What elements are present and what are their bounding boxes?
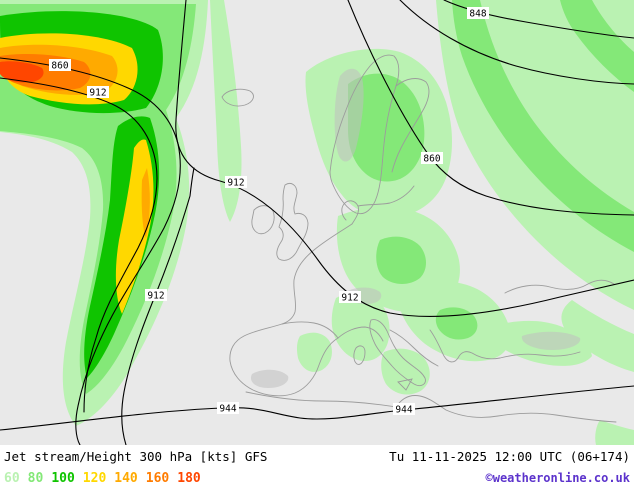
legend-value: 100 — [51, 471, 75, 486]
contour-label-layer: 860 912 848 860 912 912 912 944 944 — [49, 7, 489, 416]
contour-label: 912 — [339, 291, 361, 304]
legend-value: 180 — [177, 471, 201, 486]
map-footer: Jet stream/Height 300 hPa [kts] GFS Tu 1… — [0, 445, 634, 490]
terrain-layer — [250, 68, 581, 388]
coastline-britain — [276, 182, 309, 261]
terrain-anatolia — [521, 331, 581, 350]
run-datetime: Tu 11-11-2025 12:00 UTC (06+174) — [389, 449, 630, 464]
jet-area-80-greece — [435, 307, 478, 340]
map-canvas: 860 912 848 860 912 912 912 944 944 — [0, 0, 634, 445]
contour-label: 912 — [145, 289, 167, 302]
coastline-greece — [429, 329, 501, 363]
jet-stream-map: 860 912 848 860 912 912 912 944 944 — [0, 0, 634, 445]
jet-area-60-tunisia — [381, 348, 430, 395]
coastline-italy — [369, 319, 426, 387]
contour-860-west — [0, 57, 181, 445]
legend-value: 160 — [145, 471, 170, 486]
contour-label: 944 — [393, 403, 415, 416]
coastline-ireland — [251, 205, 275, 235]
coastline-adriatic — [389, 329, 439, 367]
svg-text:912: 912 — [89, 88, 106, 99]
terrain-atlas — [250, 369, 289, 388]
contour-label: 912 — [87, 86, 109, 99]
svg-text:860: 860 — [51, 61, 68, 72]
contour-label: 848 — [467, 7, 489, 20]
svg-text:848: 848 — [469, 9, 486, 20]
contour-label: 860 — [421, 152, 443, 165]
jet-area-80-east-streak2 — [560, 0, 634, 92]
contour-label: 912 — [225, 176, 247, 189]
coastline-scandinavia — [329, 54, 400, 215]
contour-label: 860 — [49, 59, 71, 72]
jet-area-180-core — [0, 61, 44, 83]
coastline-black-sea — [504, 279, 615, 294]
coastline-france-west — [281, 223, 353, 325]
coastline-baltic-south — [357, 185, 415, 207]
svg-text:912: 912 — [147, 291, 164, 302]
jet-area-80-east-streak1 — [452, 0, 634, 252]
svg-text:944: 944 — [219, 404, 236, 415]
coastline-denmark — [341, 200, 359, 225]
coastline-iberia — [229, 321, 339, 397]
coastline-layer — [221, 54, 617, 423]
jet-stream-fill-layer — [0, 0, 634, 445]
contour-944 — [0, 385, 634, 431]
height-contour-layer — [0, 0, 634, 445]
jet-area-60-corner-se — [595, 420, 634, 445]
jet-area-80-central-europe — [376, 236, 426, 284]
legend-value: 80 — [27, 471, 44, 486]
legend-value: 140 — [114, 471, 138, 486]
legend-value: 120 — [82, 471, 107, 486]
map-title: Jet stream/Height 300 hPa [kts] GFS — [4, 449, 268, 464]
coastline-corsica-sardinia — [353, 345, 366, 365]
legend: 60 80 100 120 140 160 180 — [4, 467, 209, 489]
coastline-turkey-south — [499, 351, 581, 359]
svg-text:912: 912 — [341, 293, 358, 304]
coastline-finland — [391, 78, 430, 173]
jet-area-140-streak — [141, 168, 150, 238]
legend-value: 60 — [4, 471, 20, 486]
contour-912-trough — [175, 0, 634, 317]
contour-860-east — [347, 0, 634, 216]
copyright-link[interactable]: ©weatheronline.co.uk — [485, 471, 631, 485]
contour-848-outer — [399, 0, 634, 85]
svg-text:944: 944 — [395, 405, 412, 416]
terrain-norway — [334, 68, 364, 162]
coastline-iceland — [221, 88, 254, 107]
svg-text:912: 912 — [227, 178, 244, 189]
contour-label: 944 — [217, 402, 239, 415]
coastline-north-africa — [245, 391, 617, 423]
jet-area-60-balearic — [296, 332, 332, 372]
coastline-sicily — [397, 378, 413, 391]
jet-area-60-streak — [210, 0, 242, 222]
jet-area-60-right-edge — [561, 300, 634, 372]
svg-text:860: 860 — [423, 154, 440, 165]
coastline-med-france — [337, 326, 384, 342]
